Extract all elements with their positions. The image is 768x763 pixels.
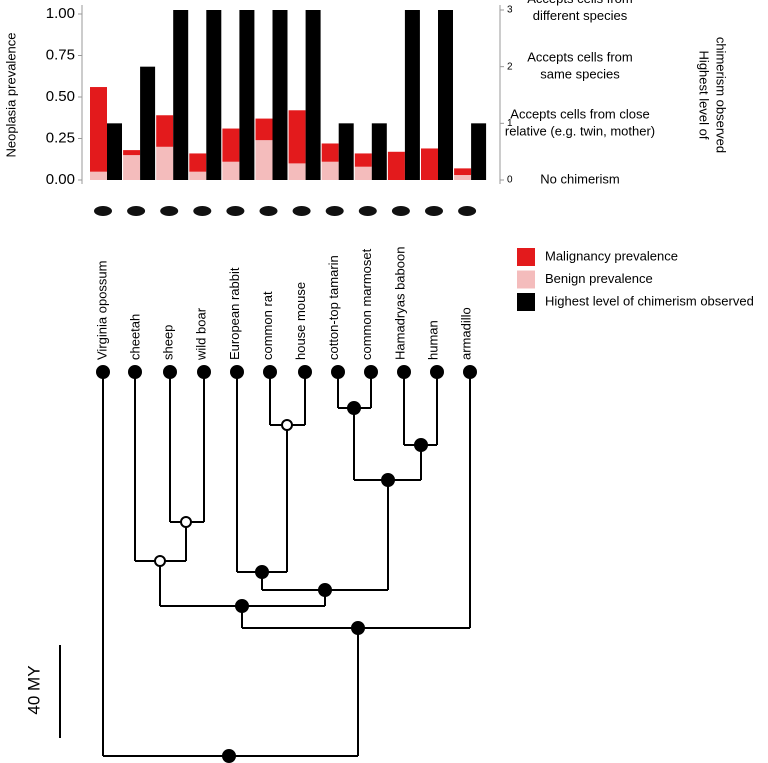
chimerism-level-label: Accepts cells from xyxy=(527,0,632,6)
chimerism-bar xyxy=(338,123,354,180)
bar-segment xyxy=(123,155,141,180)
bar-segment xyxy=(255,140,273,180)
species-silhouette xyxy=(94,206,112,216)
bar-segment xyxy=(90,171,107,180)
species-label: human xyxy=(425,320,440,360)
y2-axis-label: Highest level of xyxy=(697,51,712,140)
y2-tick-label: 2 xyxy=(507,61,513,72)
species-label: house mouse xyxy=(293,282,308,360)
y2-axis-label: chimerism observed xyxy=(714,37,729,153)
bar-segment xyxy=(288,110,306,164)
species-label: Hamadryas baboon xyxy=(392,247,407,360)
species-label: common rat xyxy=(260,291,275,360)
y-tick-label: 0.50 xyxy=(46,88,75,105)
chimerism-level-label: Accepts cells from xyxy=(527,50,632,65)
phylogeny xyxy=(59,365,477,763)
bar-segment xyxy=(123,150,141,156)
chimerism-bar xyxy=(107,123,122,180)
bar-segment xyxy=(255,118,273,141)
chimerism-level-label: same species xyxy=(540,67,620,82)
chimerism-bar xyxy=(438,10,453,180)
species-silhouette xyxy=(226,206,245,216)
bar-segment xyxy=(421,148,438,180)
y2-tick-label: 3 xyxy=(507,5,513,16)
chimerism-level-label: relative (e.g. twin, mother) xyxy=(505,123,655,138)
species-silhouette xyxy=(425,206,443,216)
scale-bar-label: 40 MY xyxy=(24,665,43,714)
bar-segment xyxy=(321,161,339,180)
bar-segment xyxy=(454,175,472,180)
bar-segment xyxy=(387,151,405,180)
chimerism-bar xyxy=(206,10,222,180)
chimerism-bar xyxy=(404,10,420,180)
bar-segment xyxy=(156,115,174,147)
chimerism-bar xyxy=(371,123,387,180)
bar-segment xyxy=(321,143,339,162)
y-tick-label: 0.25 xyxy=(46,129,75,146)
legend-label: Malignancy prevalence xyxy=(545,248,678,263)
species-label: cheetah xyxy=(128,314,143,360)
species-label: cotton-top tamarin xyxy=(326,255,341,360)
y2-tick-label: 0 xyxy=(507,175,513,186)
bar-segment xyxy=(222,128,240,162)
species-label: armadillo xyxy=(459,307,474,360)
y-tick-label: 0.75 xyxy=(46,46,75,63)
y2-tick-label: 1 xyxy=(507,118,513,129)
bar-segment xyxy=(288,163,306,180)
species-silhouette xyxy=(193,206,212,216)
chimerism-bar xyxy=(471,123,487,180)
bar-segment xyxy=(354,153,372,167)
species-silhouette xyxy=(259,206,278,216)
chimerism-bar xyxy=(272,10,288,180)
bar-segment xyxy=(354,166,372,180)
bar-segment xyxy=(189,153,207,172)
species-silhouette xyxy=(325,206,344,216)
bar-segment xyxy=(90,87,107,172)
legend-swatch xyxy=(517,248,535,266)
species-silhouette xyxy=(358,206,377,216)
chimerism-level-label: different species xyxy=(533,8,628,23)
species-silhouette xyxy=(160,206,179,216)
species-label: European rabbit xyxy=(227,267,242,360)
y-tick-label: 1.00 xyxy=(46,5,75,22)
legend-swatch xyxy=(517,293,535,311)
chimerism-bar xyxy=(305,10,321,180)
legend-swatch xyxy=(517,270,535,289)
chimerism-bar xyxy=(239,10,255,180)
species-label: wild boar xyxy=(194,307,209,361)
bar-segment xyxy=(156,146,174,180)
chimerism-bar xyxy=(140,66,156,180)
legend-label: Highest level of chimerism observed xyxy=(545,293,754,308)
bar-segment xyxy=(222,161,240,180)
chimerism-level-label: No chimerism xyxy=(540,171,619,186)
species-silhouette xyxy=(391,206,410,216)
chimerism-bar xyxy=(173,10,189,180)
bar-segment xyxy=(189,171,207,180)
legend-label: Benign prevalence xyxy=(545,271,653,286)
species-silhouette xyxy=(127,206,146,216)
y-tick-label: 0.00 xyxy=(46,171,75,188)
species-label: Virginia opossum xyxy=(94,261,109,360)
species-silhouette xyxy=(292,206,311,216)
species-label: sheep xyxy=(161,325,176,360)
species-label: common marmoset xyxy=(359,248,374,360)
bar-segment xyxy=(454,168,472,176)
species-silhouette xyxy=(458,206,477,216)
y-axis-label: Neoplasia prevalence xyxy=(3,32,18,157)
chimerism-level-label: Accepts cells from close xyxy=(510,106,649,121)
